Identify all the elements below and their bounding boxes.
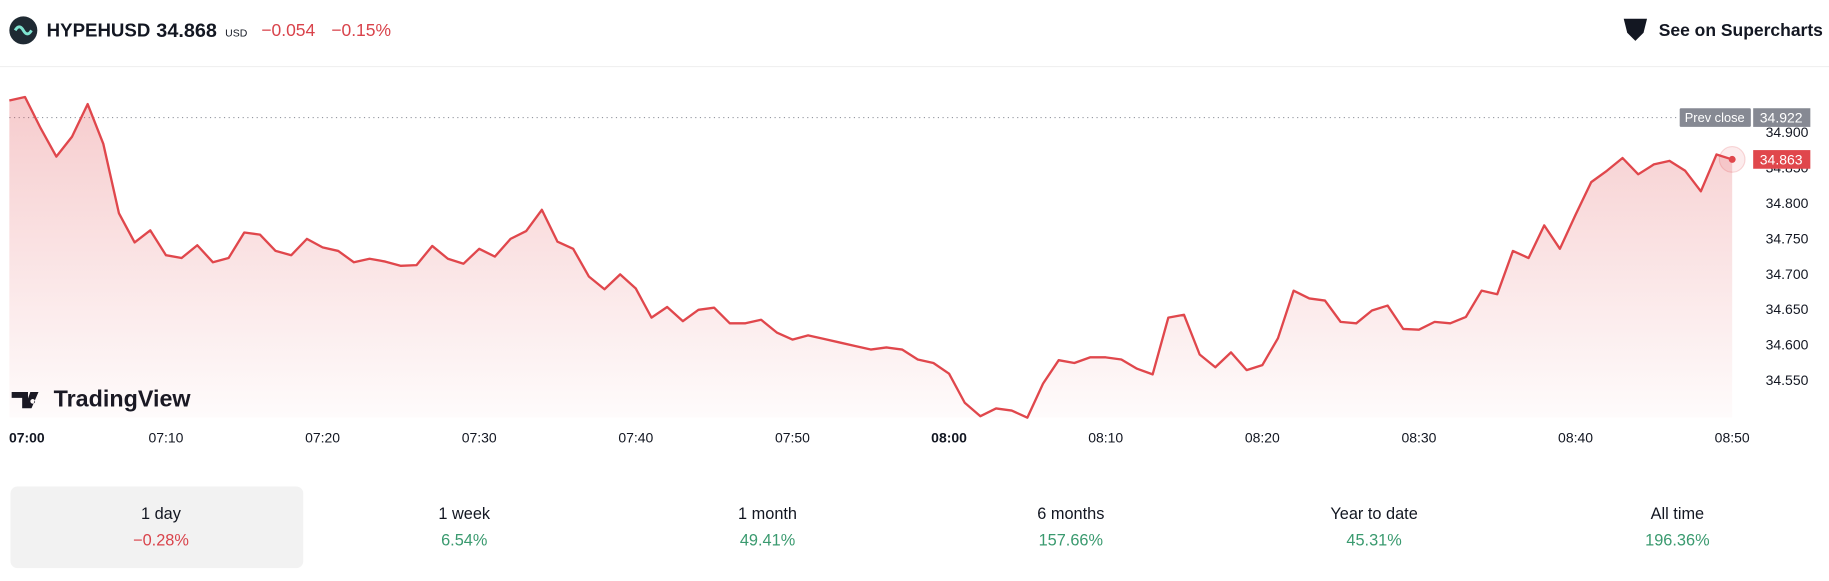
price: 34.868 <box>156 20 217 42</box>
x-tick-label: 08:50 <box>1715 429 1750 445</box>
x-tick-label: 08:30 <box>1401 429 1436 445</box>
x-tick-label: 08:20 <box>1245 429 1280 445</box>
last-price-box <box>1753 150 1811 169</box>
period-change[interactable]: 157.66% <box>1039 532 1103 550</box>
period-label[interactable]: 1 week <box>438 505 491 523</box>
x-tick-label: 07:30 <box>462 429 497 445</box>
period-change[interactable]: 45.31% <box>1346 532 1401 550</box>
supercharts-icon[interactable] <box>1623 18 1648 41</box>
period-change[interactable]: 6.54% <box>441 532 487 550</box>
prev-close-tag <box>1679 108 1751 127</box>
supercharts-link[interactable]: See on Supercharts <box>1659 20 1823 40</box>
symbol: HYPEHUSD <box>47 19 151 40</box>
x-tick-label: 07:40 <box>618 429 653 445</box>
y-tick-label: 34.750 <box>1766 230 1809 246</box>
period-change[interactable]: 49.41% <box>740 532 795 550</box>
change-percent: −0.15% <box>331 20 391 40</box>
change: −0.054 <box>261 20 315 40</box>
period-label[interactable]: 6 months <box>1037 505 1104 523</box>
period-label[interactable]: All time <box>1651 505 1705 523</box>
period-change[interactable]: −0.28% <box>133 532 189 550</box>
x-tick-label: 07:10 <box>148 429 183 445</box>
last-point <box>1728 155 1736 163</box>
period-bar: 1 day −0.28% 1 week 6.54% 1 month 49.41% 6 mon… <box>10 486 1710 569</box>
x-tick-label: 08:40 <box>1558 429 1593 445</box>
y-tick-label: 34.900 <box>1766 124 1809 140</box>
y-tick-label: 34.600 <box>1766 337 1809 353</box>
period-label[interactable]: Year to date <box>1330 505 1417 523</box>
x-tick-label: 08:10 <box>1088 429 1123 445</box>
period-active-bg[interactable] <box>10 486 304 569</box>
chart: TradingView34.55034.60034.65034.70034.75… <box>9 95 1811 445</box>
y-tick-label: 34.700 <box>1766 266 1809 282</box>
x-tick-label: 07:20 <box>305 429 340 445</box>
last-price-label: 34.863 <box>1760 151 1803 167</box>
y-tick-label: 34.800 <box>1766 195 1809 211</box>
x-tick-label: 07:50 <box>775 429 810 445</box>
currency: USD <box>225 29 248 40</box>
x-tick-label: 07:00 <box>9 429 45 445</box>
prev-close-value-box <box>1753 108 1811 127</box>
prev-close-value: 34.922 <box>1760 109 1803 125</box>
y-tick-label: 34.550 <box>1766 372 1809 388</box>
price-line <box>9 95 1733 419</box>
symbol-logo-mark <box>13 25 33 36</box>
period-label[interactable]: 1 month <box>738 505 797 523</box>
prev-close-label: Prev close <box>1685 110 1745 125</box>
y-tick-label: 34.650 <box>1766 301 1809 317</box>
x-tick-label: 08:00 <box>931 429 967 445</box>
area-fill <box>9 96 1733 418</box>
period-label[interactable]: 1 day <box>141 505 182 523</box>
period-change[interactable]: 196.36% <box>1645 532 1709 550</box>
